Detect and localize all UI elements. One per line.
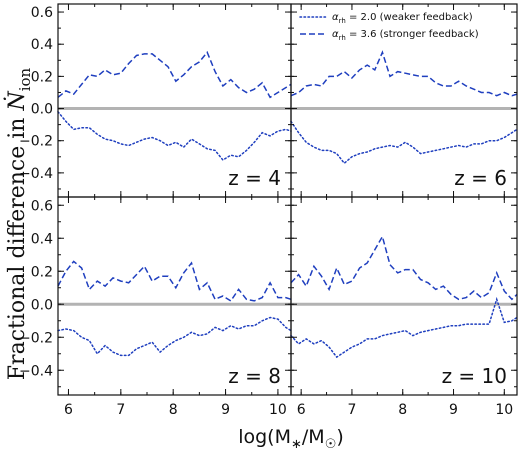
- series-line-weak-feedback: [290, 296, 518, 359]
- x-tick-label: 10: [269, 402, 287, 418]
- series-line-weak-feedback: [57, 111, 292, 161]
- series-line-strong-feedback: [290, 50, 518, 97]
- legend-entry-label: αrh = 2.0 (weaker feedback): [332, 12, 473, 25]
- y-tick-label: −0.2: [19, 134, 53, 150]
- y-tick-label: 0.6: [31, 5, 53, 21]
- series-line-weak-feedback: [290, 120, 518, 165]
- panel-redshift-label: z = 10: [442, 364, 507, 388]
- x-tick-label: 9: [221, 402, 230, 418]
- panels: z = 4 −0.4 −0.2 0.0 0.2 0.4 0.6 z = 6 z = 8 −0.4 −…: [19, 3, 518, 418]
- y-tick-label: 0.2: [31, 69, 53, 85]
- panel-3: z = 8: [57, 196, 292, 396]
- x-tick-label: 8: [169, 402, 178, 418]
- panel-1: z = 4: [57, 3, 292, 198]
- x-tick-label: 9: [449, 402, 458, 418]
- y-tick-label: 0.0: [31, 297, 53, 313]
- panel-redshift-label: z = 6: [454, 166, 507, 190]
- y-tick-label: 0.6: [31, 198, 53, 214]
- panel-redshift-label: z = 4: [228, 166, 281, 190]
- panel-2: z = 6: [290, 3, 518, 198]
- series-line-strong-feedback: [290, 234, 518, 301]
- series-line-strong-feedback: [57, 50, 292, 99]
- series-line-weak-feedback: [57, 316, 292, 357]
- y-tick-label: −0.4: [19, 363, 53, 379]
- x-tick-label: 6: [64, 402, 73, 418]
- x-tick-label: 7: [116, 402, 125, 418]
- y-tick-label: 0.4: [31, 37, 53, 53]
- y-tick-label: −0.2: [19, 330, 53, 346]
- panel-4: z = 10: [290, 196, 518, 396]
- x-tick-label: 10: [495, 402, 513, 418]
- legend-entry-label: αrh = 3.6 (stronger feedback): [332, 29, 479, 42]
- x-tick-label: 8: [398, 402, 407, 418]
- y-tick-label: 0.4: [31, 231, 53, 247]
- x-tick-label: 6: [297, 402, 306, 418]
- panel-redshift-label: z = 8: [228, 364, 281, 388]
- x-tick-label: 7: [347, 402, 356, 418]
- y-tick-label: −0.4: [19, 166, 53, 182]
- series-line-strong-feedback: [57, 260, 292, 302]
- legend: αrh = 2.0 (weaker feedback) αrh = 3.6 (st…: [299, 12, 479, 42]
- panel-frame: [290, 196, 518, 396]
- y-tick-label: 0.0: [31, 102, 53, 118]
- y-axis-title: Fractional difference in Ṅion: [3, 67, 34, 380]
- y-tick-label: 0.2: [31, 264, 53, 280]
- x-axis-title: log(M∗/M☉): [238, 426, 344, 451]
